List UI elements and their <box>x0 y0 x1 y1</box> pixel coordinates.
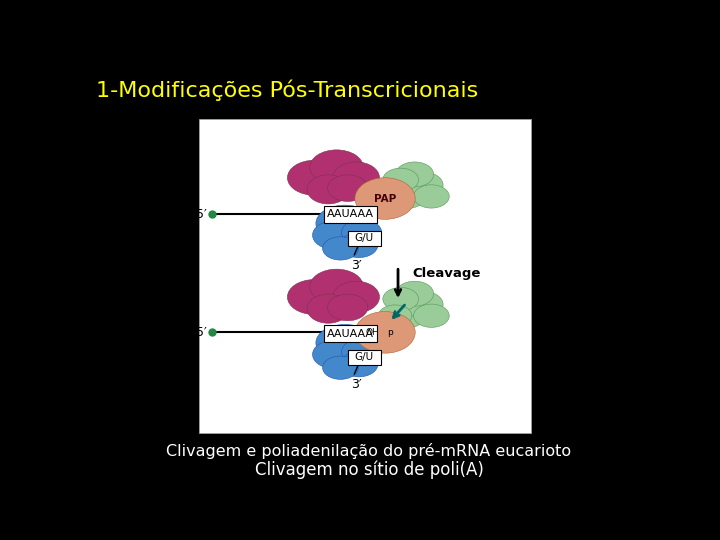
Ellipse shape <box>316 205 374 242</box>
Text: PAP: PAP <box>374 193 396 204</box>
Text: 3′: 3′ <box>351 378 361 391</box>
Text: Clivagem e poliadenilação do pré-mRNA eucarioto: Clivagem e poliadenilação do pré-mRNA eu… <box>166 443 572 458</box>
Ellipse shape <box>379 186 412 207</box>
Ellipse shape <box>321 222 374 256</box>
Ellipse shape <box>403 172 443 199</box>
Ellipse shape <box>413 185 449 208</box>
Text: AAUAAA: AAUAAA <box>327 210 374 219</box>
Ellipse shape <box>328 294 368 321</box>
Ellipse shape <box>341 219 382 246</box>
FancyBboxPatch shape <box>324 325 377 342</box>
Text: G/U: G/U <box>355 233 374 243</box>
Text: 1-Modificações Pós-Transcricionais: 1-Modificações Pós-Transcricionais <box>96 79 478 101</box>
Ellipse shape <box>312 221 355 249</box>
Ellipse shape <box>355 178 415 219</box>
FancyBboxPatch shape <box>348 231 381 246</box>
Text: 3′: 3′ <box>351 259 361 272</box>
Ellipse shape <box>328 175 368 201</box>
Ellipse shape <box>323 237 359 260</box>
Ellipse shape <box>379 305 412 327</box>
Text: Clivagem no sítio de poli(A): Clivagem no sítio de poli(A) <box>255 461 483 480</box>
Ellipse shape <box>307 294 349 323</box>
Text: p: p <box>387 328 393 337</box>
Ellipse shape <box>310 150 364 185</box>
Text: Cleavage: Cleavage <box>412 267 480 280</box>
Ellipse shape <box>403 291 443 318</box>
Text: 5′: 5′ <box>196 326 207 339</box>
Ellipse shape <box>340 352 378 377</box>
Ellipse shape <box>396 281 433 306</box>
Text: AAUAAA: AAUAAA <box>327 329 374 339</box>
Ellipse shape <box>287 160 341 195</box>
Ellipse shape <box>341 339 382 365</box>
Ellipse shape <box>307 175 349 204</box>
Ellipse shape <box>310 269 364 304</box>
FancyBboxPatch shape <box>324 206 377 222</box>
Ellipse shape <box>383 287 418 310</box>
Ellipse shape <box>333 281 379 313</box>
Text: G/U: G/U <box>355 352 374 362</box>
Ellipse shape <box>287 280 341 314</box>
Ellipse shape <box>340 233 378 258</box>
Ellipse shape <box>355 312 415 353</box>
Ellipse shape <box>316 325 374 361</box>
Text: OH: OH <box>366 328 379 337</box>
Text: 5′: 5′ <box>196 208 207 221</box>
Ellipse shape <box>413 304 449 327</box>
Ellipse shape <box>383 168 418 192</box>
Ellipse shape <box>323 356 359 380</box>
Ellipse shape <box>396 162 433 187</box>
Ellipse shape <box>321 342 374 375</box>
Ellipse shape <box>385 180 428 208</box>
FancyBboxPatch shape <box>348 350 381 365</box>
Ellipse shape <box>333 162 379 193</box>
Ellipse shape <box>385 300 428 328</box>
FancyBboxPatch shape <box>199 119 531 433</box>
Ellipse shape <box>312 340 355 368</box>
